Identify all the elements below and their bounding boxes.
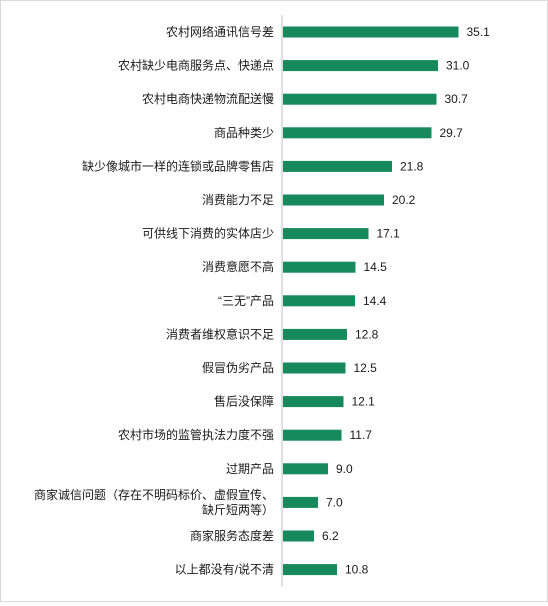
- bar: [283, 328, 347, 340]
- category-label-line: 假冒伪劣产品: [202, 361, 274, 375]
- category-label-line: 消费意愿不高: [202, 259, 274, 274]
- value-label: 7.0: [326, 495, 343, 509]
- category-label: 过期产品: [226, 462, 274, 476]
- value-label: 6.2: [322, 529, 339, 543]
- bar: [283, 261, 356, 273]
- value-label: 31.0: [446, 59, 470, 73]
- category-label: 商家诚信问题（存在不明码标价、虚假宣传、缺斤短两等）: [34, 487, 274, 517]
- category-label-line: “三无”产品: [218, 294, 274, 308]
- bar: [283, 295, 355, 307]
- value-label: 10.8: [345, 563, 369, 577]
- category-labels: 农村网络通讯信号差农村缺少电商服务点、快递点农村电商快递物流配送慢商品种类少缺少…: [34, 24, 274, 577]
- bar: [283, 564, 337, 576]
- bar: [283, 396, 344, 408]
- bar: [283, 530, 314, 542]
- category-label: 农村网络通讯信号差: [166, 24, 274, 39]
- category-label: 农村市场的监管执法力度不强: [118, 427, 274, 442]
- category-label-line: 可供线下消费的实体店少: [142, 226, 274, 241]
- value-label: 35.1: [467, 25, 491, 39]
- value-label: 14.5: [364, 260, 388, 274]
- category-label: 可供线下消费的实体店少: [142, 226, 274, 241]
- category-label: 缺少像城市一样的连锁或品牌零售店: [82, 158, 274, 173]
- bar: [283, 127, 432, 139]
- category-label-line: 农村缺少电商服务点、快递点: [118, 58, 274, 73]
- bar: [283, 429, 342, 441]
- bar: [283, 26, 459, 38]
- value-label: 30.7: [445, 92, 469, 106]
- category-label: 售后没保障: [214, 394, 274, 409]
- value-label: 21.8: [400, 159, 424, 173]
- category-label-line: 以上都没有/说不清: [175, 562, 274, 577]
- category-label-line: 农村网络通讯信号差: [166, 24, 274, 39]
- bar: [283, 496, 318, 508]
- value-label: 20.2: [392, 193, 416, 207]
- category-label-line: 缺斤短两等）: [202, 502, 274, 517]
- bar: [283, 93, 437, 105]
- category-label-line: 商家服务态度差: [190, 528, 274, 543]
- value-label: 12.1: [352, 395, 376, 409]
- category-label: 农村缺少电商服务点、快递点: [118, 58, 274, 73]
- category-label: 消费者维权意识不足: [166, 326, 274, 341]
- bar: [283, 362, 346, 374]
- category-label-line: 商品种类少: [214, 125, 274, 140]
- category-label: 消费意愿不高: [202, 259, 274, 274]
- value-label: 29.7: [440, 126, 464, 140]
- category-label: 农村电商快递物流配送慢: [142, 91, 274, 106]
- bar: [283, 194, 384, 206]
- value-label: 12.8: [355, 327, 379, 341]
- bars: [283, 26, 459, 576]
- category-label: 假冒伪劣产品: [202, 361, 274, 375]
- value-label: 12.5: [354, 361, 378, 375]
- category-label-line: 商家诚信问题（存在不明码标价、虚假宣传、: [34, 487, 274, 502]
- category-label-line: 消费者维权意识不足: [166, 326, 274, 341]
- value-label: 17.1: [377, 227, 401, 241]
- bar: [283, 160, 392, 172]
- category-label-line: 过期产品: [226, 462, 274, 476]
- category-label: “三无”产品: [218, 294, 274, 308]
- bar: [283, 228, 369, 240]
- bar: [283, 60, 438, 72]
- category-label-line: 农村电商快递物流配送慢: [142, 91, 274, 106]
- category-label-line: 农村市场的监管执法力度不强: [118, 427, 274, 442]
- value-labels: 35.1 31.0 30.7 29.7 21.8 20.2 17.1 14.5 14.4 12.8…: [322, 25, 490, 577]
- category-label-line: 消费能力不足: [202, 193, 274, 207]
- category-label: 消费能力不足: [202, 193, 274, 207]
- category-label: 以上都没有/说不清: [175, 562, 274, 577]
- category-label: 商品种类少: [214, 125, 274, 140]
- category-label-line: 缺少像城市一样的连锁或品牌零售店: [82, 158, 274, 173]
- value-label: 11.7: [350, 428, 373, 442]
- value-label: 9.0: [336, 462, 353, 476]
- category-label-line: 售后没保障: [214, 394, 274, 409]
- category-label: 商家服务态度差: [190, 528, 274, 543]
- value-label: 14.4: [363, 294, 387, 308]
- bar: [283, 463, 328, 475]
